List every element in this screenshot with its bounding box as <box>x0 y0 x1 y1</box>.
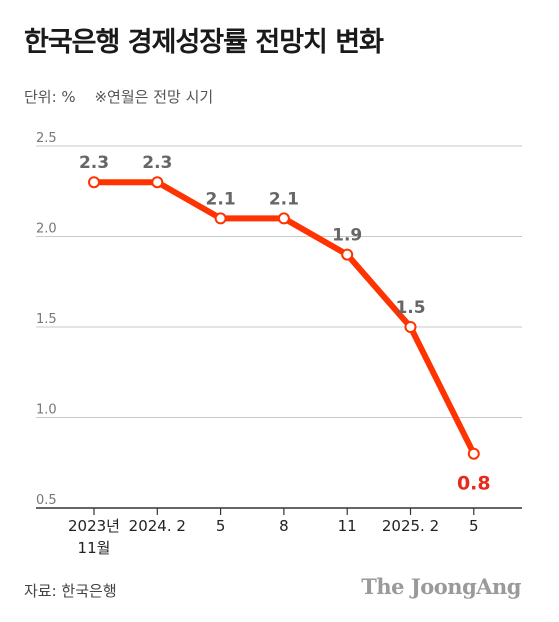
y-tick-label: 1.0 <box>36 403 57 418</box>
data-point <box>151 176 164 189</box>
x-tick-label: 5 <box>469 517 479 535</box>
brand-logo: The JoongAng <box>361 574 521 599</box>
x-tick-label: 2023년 <box>68 517 120 535</box>
y-tick-label: 2.0 <box>36 222 57 237</box>
data-label: 1.9 <box>332 226 362 246</box>
data-label: 2.3 <box>79 153 109 173</box>
data-label: 0.8 <box>457 473 491 495</box>
x-tick-label: 8 <box>279 517 289 535</box>
data-point <box>214 212 227 225</box>
source-label: 자료: 한국은행 <box>24 582 117 600</box>
data-point <box>88 176 100 189</box>
chart-title: 한국은행 경제성장률 전망치 변화 <box>24 27 384 58</box>
unit-note: ※연월은 전망 시기 <box>94 88 214 106</box>
unit-label: 단위: % <box>24 88 76 106</box>
x-tick-label: 2025. 2 <box>382 517 439 535</box>
data-label: 1.5 <box>395 298 425 318</box>
x-tick-label: 5 <box>216 517 226 535</box>
x-tick-label: 2024. 2 <box>129 517 186 535</box>
y-tick-label: 1.5 <box>36 312 57 327</box>
data-point <box>467 447 480 460</box>
unit-row: 단위: % ※연월은 전망 시기 <box>24 86 213 107</box>
y-tick-label: 0.5 <box>36 493 57 508</box>
data-label: 2.1 <box>206 189 236 209</box>
y-tick-label: 2.5 <box>36 131 57 146</box>
data-point <box>404 321 417 333</box>
data-point <box>341 248 354 261</box>
data-point <box>277 212 290 225</box>
data-label: 2.1 <box>269 189 299 209</box>
x-tick-label: 11월 <box>78 539 111 557</box>
x-tick-label: 11 <box>338 517 357 535</box>
data-label: 2.3 <box>142 153 172 173</box>
